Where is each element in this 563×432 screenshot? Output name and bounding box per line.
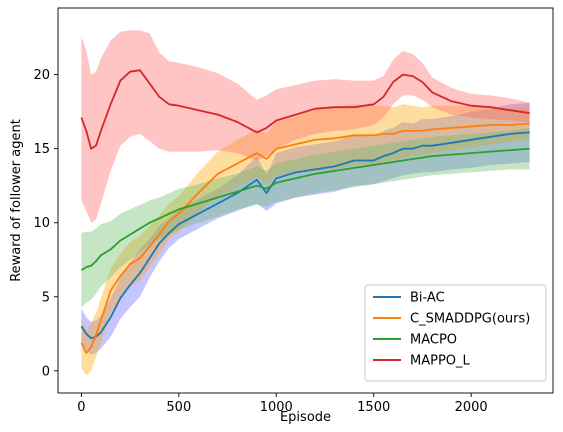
legend: Bi-AC C_SMADDPG(ours) MACPO MAPPO_L: [364, 284, 547, 382]
x-axis-ticks: 0 500 1000 1500 2000: [77, 393, 488, 415]
plot-frame: [57, 7, 554, 394]
y-tick-label: 0: [42, 364, 50, 379]
band-c-smaddpg-ours: [81, 104, 530, 376]
band-bi-ac: [81, 102, 530, 355]
series-lines: [80, 69, 530, 354]
legend-label: Bi-AC: [410, 291, 445, 306]
legend-label: MAPPO_L: [410, 354, 471, 369]
x-tick-label: 0: [77, 400, 85, 415]
x-axis-label: Episode: [280, 410, 331, 425]
y-axis-ticks: 0 5 10 15 20: [33, 68, 58, 379]
line-mappo-l: [80, 69, 530, 150]
x-tick-label: 2000: [455, 400, 488, 415]
y-tick-label: 5: [42, 290, 50, 305]
y-tick-label: 20: [33, 68, 50, 83]
x-tick-label: 1500: [357, 400, 390, 415]
line-bi-ac: [80, 131, 530, 340]
legend-box: [364, 284, 547, 382]
line-macpo: [80, 147, 530, 271]
legend-label: MACPO: [410, 333, 457, 348]
legend-label: C_SMADDPG(ours): [410, 312, 530, 327]
y-tick-label: 10: [33, 216, 50, 231]
x-tick-label: 1000: [260, 400, 293, 415]
line-c-smaddpg-ours: [80, 122, 530, 354]
y-tick-label: 15: [33, 142, 50, 157]
band-macpo: [81, 127, 530, 308]
y-axis-label: Reward of follower agent: [9, 119, 24, 282]
x-tick-label: 500: [166, 400, 191, 415]
